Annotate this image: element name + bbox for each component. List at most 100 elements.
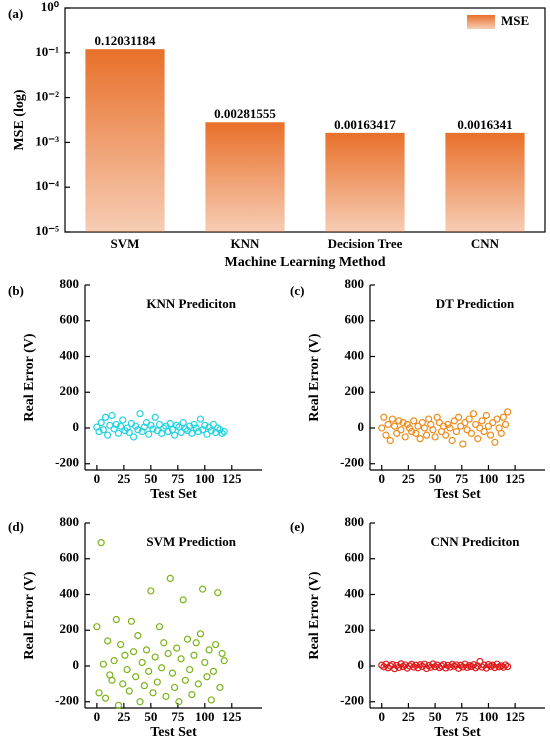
y-axis-label: Real Error (V) xyxy=(307,571,322,659)
point xyxy=(463,663,471,672)
point xyxy=(410,663,418,671)
x-axis-label: Machine Learning Method xyxy=(225,255,386,270)
point xyxy=(384,420,392,429)
bar xyxy=(85,49,165,233)
point xyxy=(218,649,226,658)
point xyxy=(472,420,480,429)
point xyxy=(160,424,168,432)
y-axis-label: Real Error (V) xyxy=(22,333,37,421)
y-tick-label: 10⁻² xyxy=(35,89,59,104)
point xyxy=(112,420,120,429)
panel-label: (c) xyxy=(290,283,304,298)
point xyxy=(448,436,456,445)
point xyxy=(504,662,512,671)
point xyxy=(129,648,138,656)
y-tick-label: 200 xyxy=(345,383,365,398)
point xyxy=(422,431,431,439)
x-tick-label: 100 xyxy=(479,471,499,486)
y-tick-label: 10⁻⁴ xyxy=(35,178,59,193)
point xyxy=(117,422,125,430)
point xyxy=(125,428,133,437)
x-tick-label: 75 xyxy=(455,471,469,486)
point xyxy=(452,427,461,436)
point xyxy=(207,427,215,435)
point xyxy=(177,428,185,437)
point xyxy=(450,417,458,425)
point xyxy=(493,415,501,423)
point xyxy=(134,426,142,434)
y-tick-label: 800 xyxy=(345,276,365,291)
point xyxy=(467,429,475,437)
x-tick-label: 25 xyxy=(402,471,416,486)
chart-title: SVM Prediction xyxy=(146,534,236,549)
point xyxy=(403,420,411,429)
x-tick-label: CNN xyxy=(471,236,500,251)
value-label: 0.00163417 xyxy=(334,117,396,132)
point xyxy=(408,427,416,436)
point xyxy=(196,630,205,638)
point xyxy=(129,433,138,441)
bar xyxy=(325,132,405,232)
point xyxy=(201,421,209,429)
x-tick-label: 50 xyxy=(144,471,157,486)
point xyxy=(97,539,105,547)
y-tick-label: 600 xyxy=(60,312,80,327)
point xyxy=(134,632,142,640)
point xyxy=(136,698,144,706)
point xyxy=(108,411,116,420)
point xyxy=(431,433,439,441)
point xyxy=(218,429,226,437)
point xyxy=(99,426,107,434)
y-tick-label: 10⁻³ xyxy=(35,133,59,148)
point xyxy=(95,689,103,697)
y-tick-label: 400 xyxy=(345,585,365,600)
point xyxy=(123,665,131,674)
point xyxy=(420,424,429,432)
point xyxy=(101,413,110,421)
point xyxy=(214,589,222,597)
y-axis-label: MSE (log) xyxy=(12,89,27,150)
point xyxy=(478,663,486,671)
point xyxy=(186,665,194,674)
x-tick-label: 100 xyxy=(479,709,499,724)
point xyxy=(397,426,405,434)
y-tick-label: 600 xyxy=(60,550,80,565)
point xyxy=(173,421,181,429)
point xyxy=(119,416,127,424)
point xyxy=(207,696,215,704)
x-tick-label: 125 xyxy=(222,709,242,724)
point xyxy=(192,639,200,647)
y-tick-label: 0 xyxy=(358,419,365,434)
y-tick-label: 400 xyxy=(60,585,80,600)
point xyxy=(469,410,478,418)
x-tick-label: 125 xyxy=(505,709,525,724)
point xyxy=(162,692,170,700)
point xyxy=(179,419,187,427)
point xyxy=(459,440,467,448)
point xyxy=(175,698,183,706)
point xyxy=(476,424,484,432)
x-tick-label: SVM xyxy=(111,236,140,251)
point xyxy=(448,660,456,668)
point xyxy=(220,427,228,436)
point xyxy=(181,676,189,684)
point xyxy=(188,429,196,437)
legend-swatch xyxy=(467,15,495,29)
y-tick-label: 400 xyxy=(345,347,365,362)
point xyxy=(97,419,105,427)
point xyxy=(194,427,202,436)
point xyxy=(196,415,205,423)
point xyxy=(173,644,181,652)
point xyxy=(183,635,192,643)
point xyxy=(414,422,422,430)
value-label: 0.12031184 xyxy=(94,33,156,48)
legend-label: MSE xyxy=(501,13,529,28)
point xyxy=(416,435,424,443)
chart-title: CNN Prediciton xyxy=(431,534,521,549)
point xyxy=(203,430,211,438)
point xyxy=(216,426,224,434)
point xyxy=(190,420,198,429)
point xyxy=(203,673,211,681)
point xyxy=(214,424,222,432)
point xyxy=(170,431,179,439)
